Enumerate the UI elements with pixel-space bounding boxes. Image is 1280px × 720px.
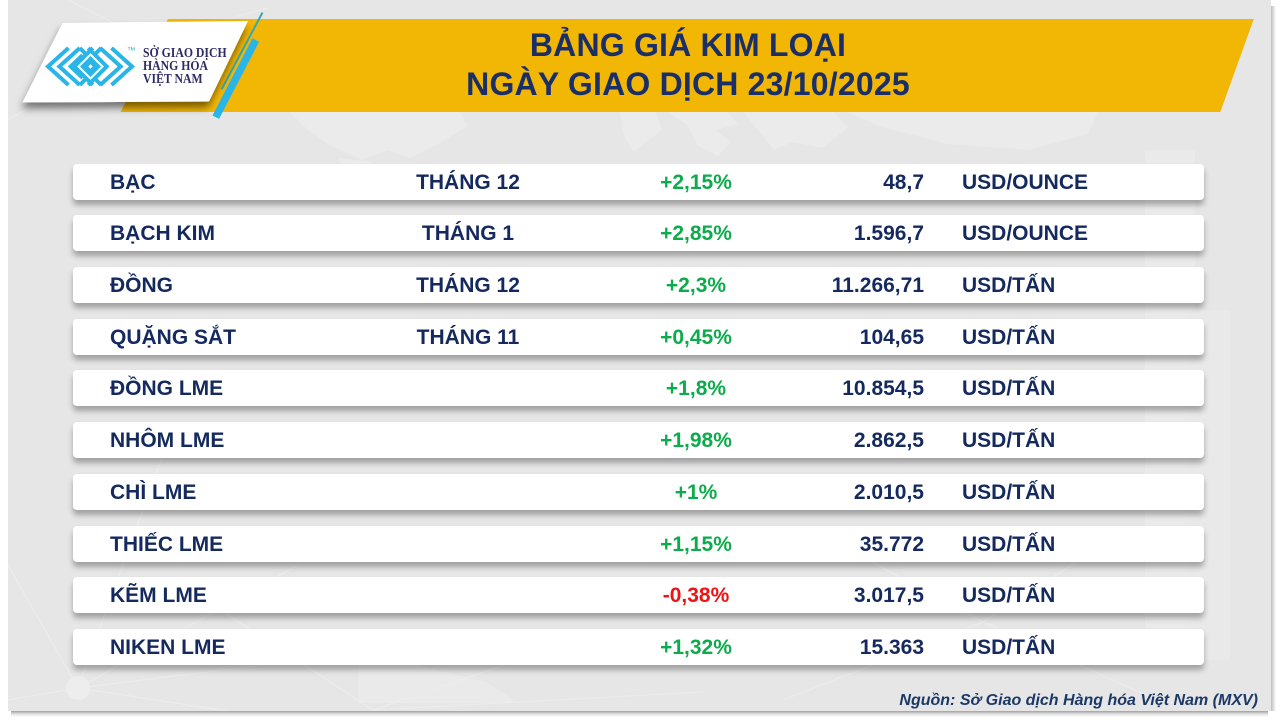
svg-text:™: ™	[127, 45, 136, 55]
